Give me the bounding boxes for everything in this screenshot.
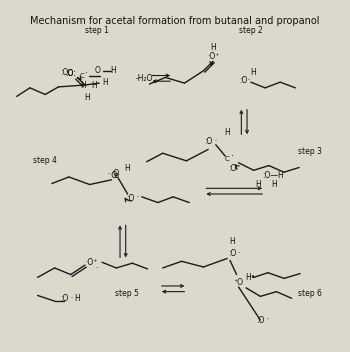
Text: H: H [75,294,80,303]
Text: ⁺O: ⁺O [233,278,244,287]
Text: :O: :O [256,316,265,325]
Text: step 6: step 6 [298,289,322,298]
Text: :O: :O [239,76,247,85]
Text: ..: .. [107,170,110,175]
Text: ·: · [85,68,88,78]
Text: H: H [272,180,278,189]
Text: H: H [125,164,131,173]
Text: H: H [92,81,97,89]
Text: H: H [250,68,255,77]
Text: ·O⁺: ·O⁺ [207,52,219,61]
Text: step 2: step 2 [238,26,262,34]
Text: H: H [224,128,230,137]
Text: :O: :O [126,194,135,203]
Text: :O—H: :O—H [262,171,284,180]
Text: ..: .. [70,294,73,299]
Text: H: H [210,43,216,52]
Text: ·O: ·O [111,169,119,178]
Text: ..: .. [238,249,241,254]
Text: H: H [84,93,90,102]
Text: H: H [80,81,86,89]
Text: H•: H• [246,273,256,282]
Text: :O: :O [228,164,236,173]
Text: :O: :O [60,294,68,303]
Text: step 3: step 3 [298,147,322,156]
Text: ·O: ·O [109,171,118,180]
Text: Mechanism for acetal formation from butanal and propanol: Mechanism for acetal formation from buta… [30,16,320,26]
Text: :O: :O [228,249,236,258]
Text: :O: :O [204,137,212,146]
Text: C: C [225,156,230,162]
Text: :O:: :O: [61,68,71,77]
Text: H: H [229,237,235,246]
Text: ..: .. [214,138,217,143]
Text: H: H [256,180,261,189]
Text: H: H [111,66,116,75]
Text: ..: .. [238,163,241,168]
Text: ..: .. [96,264,99,269]
Text: ..: .. [247,76,251,81]
Text: :O:: :O: [65,69,76,78]
Text: ·O⁺: ·O⁺ [85,258,98,267]
Text: O: O [94,66,100,75]
Text: step 1: step 1 [85,26,109,34]
Text: ·o: ·o [112,171,119,180]
Text: step 5: step 5 [115,289,139,298]
Text: :O:: :O: [65,69,76,78]
Text: -H₂O: -H₂O [135,74,153,83]
Text: step 4: step 4 [33,156,57,165]
Text: ·: · [231,151,234,161]
Text: ..: .. [266,315,270,320]
Text: ..: .. [136,193,140,199]
Text: C: C [80,73,84,78]
Text: H: H [102,78,108,87]
